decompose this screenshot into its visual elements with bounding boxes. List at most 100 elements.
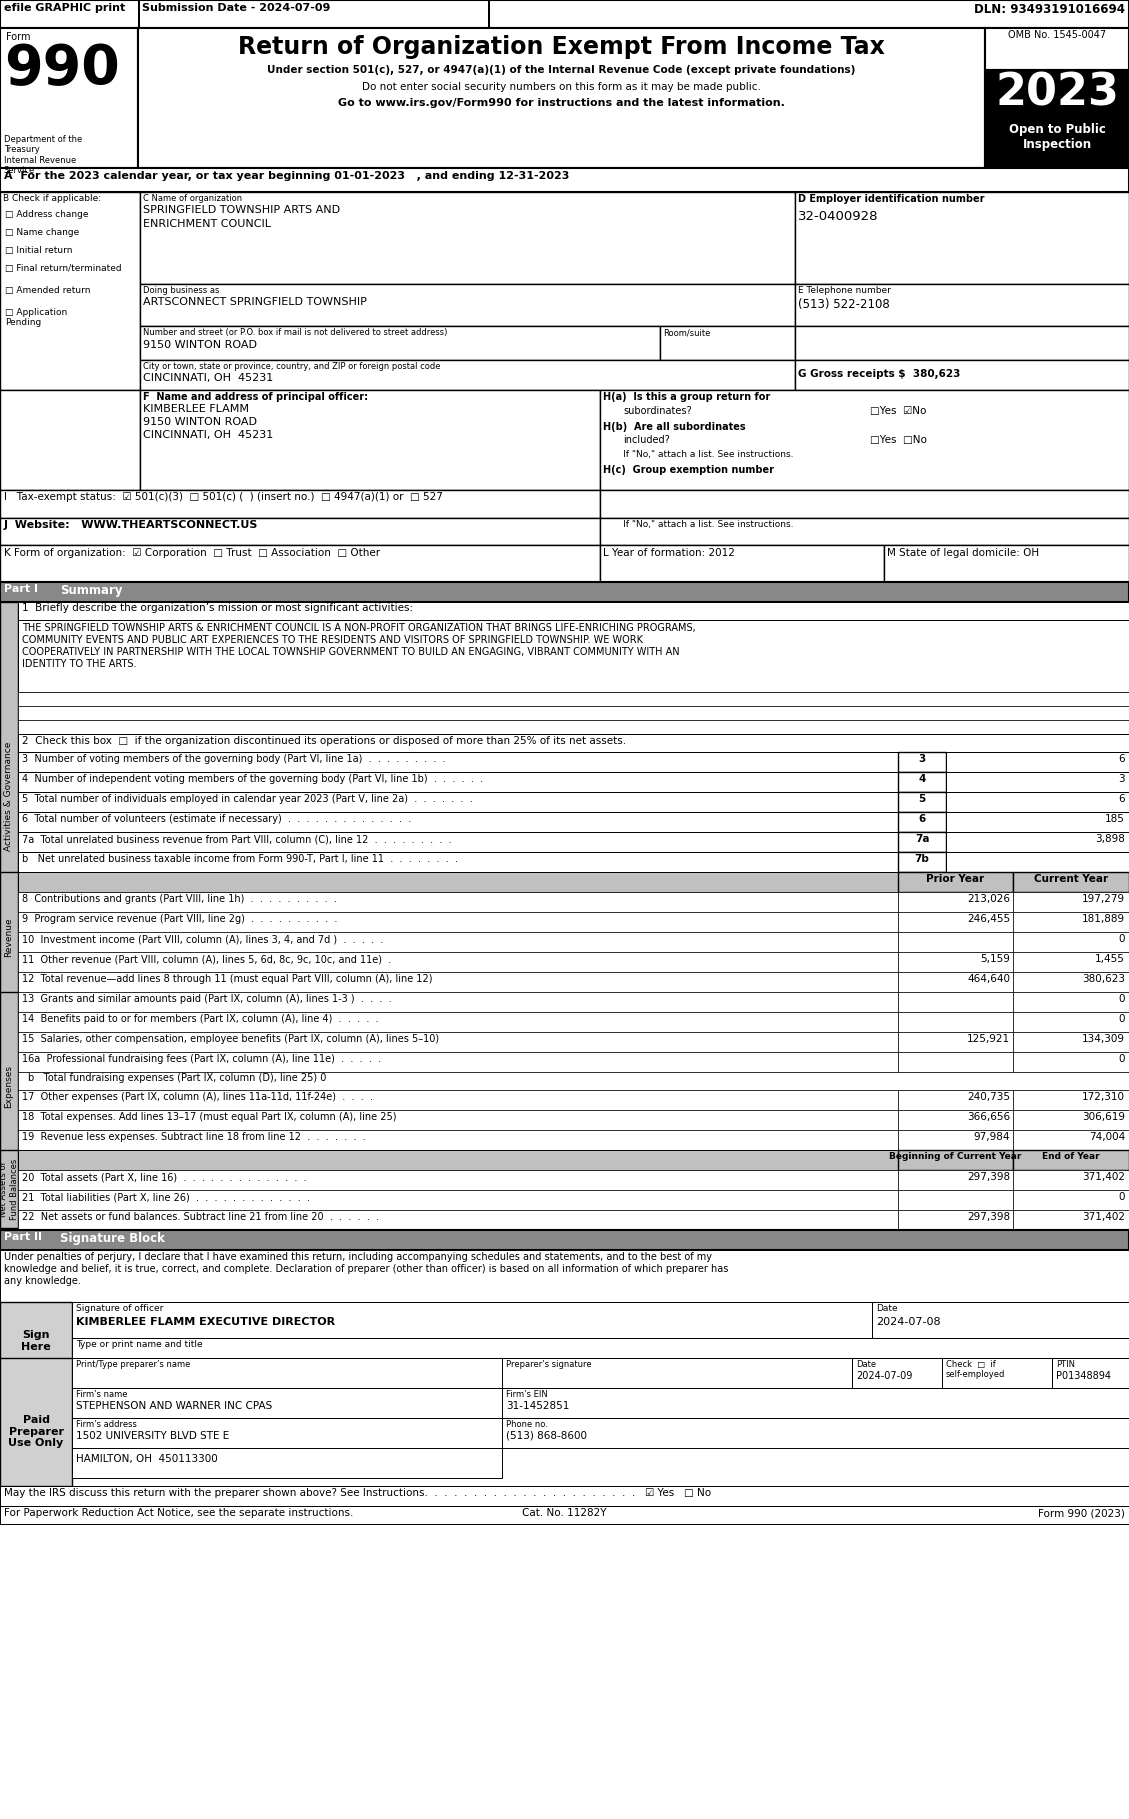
Bar — [502, 1419, 1129, 1448]
Text: KIMBERLEE FLAMM EXECUTIVE DIRECTOR: KIMBERLEE FLAMM EXECUTIVE DIRECTOR — [76, 1317, 335, 1328]
Bar — [898, 971, 1013, 991]
Bar — [795, 193, 1129, 284]
Text: 17  Other expenses (Part IX, column (A), lines 11a-11d, 11f-24e)  .  .  .  .: 17 Other expenses (Part IX, column (A), … — [21, 1091, 373, 1102]
Text: HAMILTON, OH  450113300: HAMILTON, OH 450113300 — [76, 1453, 218, 1464]
Bar — [18, 831, 898, 851]
Text: Date: Date — [876, 1304, 898, 1313]
Bar — [942, 1359, 1052, 1388]
Bar — [18, 1110, 898, 1130]
Bar — [502, 1388, 1129, 1419]
Bar — [1013, 1150, 1129, 1170]
Bar — [18, 706, 1129, 720]
Bar — [898, 1170, 1013, 1190]
Text: □ Amended return: □ Amended return — [5, 286, 90, 295]
Text: 0: 0 — [1119, 1191, 1124, 1202]
Bar — [0, 582, 1129, 602]
Text: 371,402: 371,402 — [1082, 1211, 1124, 1222]
Text: 185: 185 — [1105, 813, 1124, 824]
Text: Firm’s EIN: Firm’s EIN — [506, 1390, 548, 1399]
Text: 134,309: 134,309 — [1082, 1033, 1124, 1044]
Bar — [946, 791, 1129, 811]
Text: 6: 6 — [918, 813, 926, 824]
Bar — [852, 1359, 942, 1388]
Text: □Yes  □No: □Yes □No — [870, 435, 927, 446]
Bar — [898, 771, 946, 791]
Text: B Check if applicable:: B Check if applicable: — [3, 195, 102, 204]
Text: Doing business as: Doing business as — [143, 286, 219, 295]
Bar — [18, 851, 898, 871]
Bar — [72, 1302, 872, 1339]
Bar — [1013, 911, 1129, 931]
Text: Room/suite: Room/suite — [663, 327, 710, 337]
Text: 22  Net assets or fund balances. Subtract line 21 from line 20  .  .  .  .  .  .: 22 Net assets or fund balances. Subtract… — [21, 1211, 379, 1222]
Text: Cat. No. 11282Y: Cat. No. 11282Y — [522, 1508, 606, 1519]
Text: 5  Total number of individuals employed in calendar year 2023 (Part V, line 2a) : 5 Total number of individuals employed i… — [21, 795, 473, 804]
Bar — [0, 1506, 1129, 1524]
Bar — [140, 326, 660, 360]
Text: A  For the 2023 calendar year, or tax year beginning 01-01-2023   , and ending 1: A For the 2023 calendar year, or tax yea… — [5, 171, 569, 182]
Bar — [18, 1090, 898, 1110]
Bar — [1013, 891, 1129, 911]
Text: 306,619: 306,619 — [1082, 1111, 1124, 1122]
Text: Department of the
Treasury
Internal Revenue
Service: Department of the Treasury Internal Reve… — [5, 135, 82, 175]
Bar — [18, 1150, 898, 1170]
Text: J  Website:   WWW.THEARTSCONNECT.US: J Website: WWW.THEARTSCONNECT.US — [5, 520, 259, 529]
Bar — [140, 193, 795, 284]
Text: 9  Program service revenue (Part VIII, line 2g)  .  .  .  .  .  .  .  .  .  .: 9 Program service revenue (Part VIII, li… — [21, 913, 338, 924]
Bar — [18, 951, 898, 971]
Bar — [898, 1090, 1013, 1110]
Text: 1502 UNIVERSITY BLVD STE E: 1502 UNIVERSITY BLVD STE E — [76, 1432, 229, 1441]
Bar — [140, 360, 795, 389]
Bar — [18, 1011, 898, 1031]
Bar — [898, 1051, 1013, 1071]
Text: 246,455: 246,455 — [966, 913, 1010, 924]
Bar — [18, 811, 898, 831]
Text: 464,640: 464,640 — [968, 973, 1010, 984]
Text: Open to Public
Inspection: Open to Public Inspection — [1008, 124, 1105, 151]
Text: SPRINGFIELD TOWNSHIP ARTS AND: SPRINGFIELD TOWNSHIP ARTS AND — [143, 206, 340, 215]
Text: D Employer identification number: D Employer identification number — [798, 195, 984, 204]
Text: 1  Briefly describe the organization’s mission or most significant activities:: 1 Briefly describe the organization’s mi… — [21, 604, 413, 613]
Bar — [1013, 1170, 1129, 1190]
Text: City or town, state or province, country, and ZIP or foreign postal code: City or town, state or province, country… — [143, 362, 440, 371]
Bar — [0, 991, 18, 1182]
Text: CINCINNATI, OH  45231: CINCINNATI, OH 45231 — [143, 429, 273, 440]
Text: K Form of organization:  ☑ Corporation  □ Trust  □ Association  □ Other: K Form of organization: ☑ Corporation □ … — [5, 548, 380, 558]
Bar — [1013, 871, 1129, 891]
Text: Submission Date - 2024-07-09: Submission Date - 2024-07-09 — [142, 4, 331, 13]
Bar — [18, 691, 1129, 706]
Bar — [0, 1150, 18, 1228]
Bar — [898, 791, 946, 811]
Text: E Telephone number: E Telephone number — [798, 286, 891, 295]
Bar — [898, 1130, 1013, 1150]
Bar — [0, 27, 138, 167]
Bar — [599, 389, 1129, 489]
Text: 7a  Total unrelated business revenue from Part VIII, column (C), line 12  .  .  : 7a Total unrelated business revenue from… — [21, 833, 452, 844]
Text: If "No," attach a list. See instructions.: If "No," attach a list. See instructions… — [603, 449, 794, 458]
Text: 3: 3 — [918, 755, 926, 764]
Text: 0: 0 — [1119, 1053, 1124, 1064]
Bar — [946, 811, 1129, 831]
Text: COMMUNITY EVENTS AND PUBLIC ART EXPERIENCES TO THE RESIDENTS AND VISITORS OF SPR: COMMUNITY EVENTS AND PUBLIC ART EXPERIEN… — [21, 635, 644, 646]
Bar — [795, 326, 1129, 360]
Bar — [0, 602, 18, 990]
Text: P01348894: P01348894 — [1056, 1372, 1111, 1381]
Bar — [1013, 1031, 1129, 1051]
Text: Net Assets or
Fund Balances: Net Assets or Fund Balances — [0, 1159, 19, 1219]
Bar — [0, 389, 140, 489]
Bar — [898, 991, 1013, 1011]
Bar — [18, 911, 898, 931]
Text: 18  Total expenses. Add lines 13–17 (must equal Part IX, column (A), line 25): 18 Total expenses. Add lines 13–17 (must… — [21, 1111, 396, 1122]
Bar — [795, 284, 1129, 326]
Text: KIMBERLEE FLAMM: KIMBERLEE FLAMM — [143, 404, 250, 415]
Bar — [898, 851, 946, 871]
Text: 5,159: 5,159 — [980, 953, 1010, 964]
Bar — [18, 871, 898, 891]
Text: efile GRAPHIC print: efile GRAPHIC print — [5, 4, 125, 13]
Text: M State of legal domicile: OH: M State of legal domicile: OH — [887, 548, 1039, 558]
Text: For Paperwork Reduction Act Notice, see the separate instructions.: For Paperwork Reduction Act Notice, see … — [5, 1508, 353, 1519]
Text: 32-0400928: 32-0400928 — [798, 209, 878, 224]
Text: PTIN: PTIN — [1056, 1361, 1075, 1370]
Text: 0: 0 — [1119, 933, 1124, 944]
Text: I   Tax-exempt status:  ☑ 501(c)(3)  □ 501(c) (  ) (insert no.)  □ 4947(a)(1) or: I Tax-exempt status: ☑ 501(c)(3) □ 501(c… — [5, 491, 443, 502]
